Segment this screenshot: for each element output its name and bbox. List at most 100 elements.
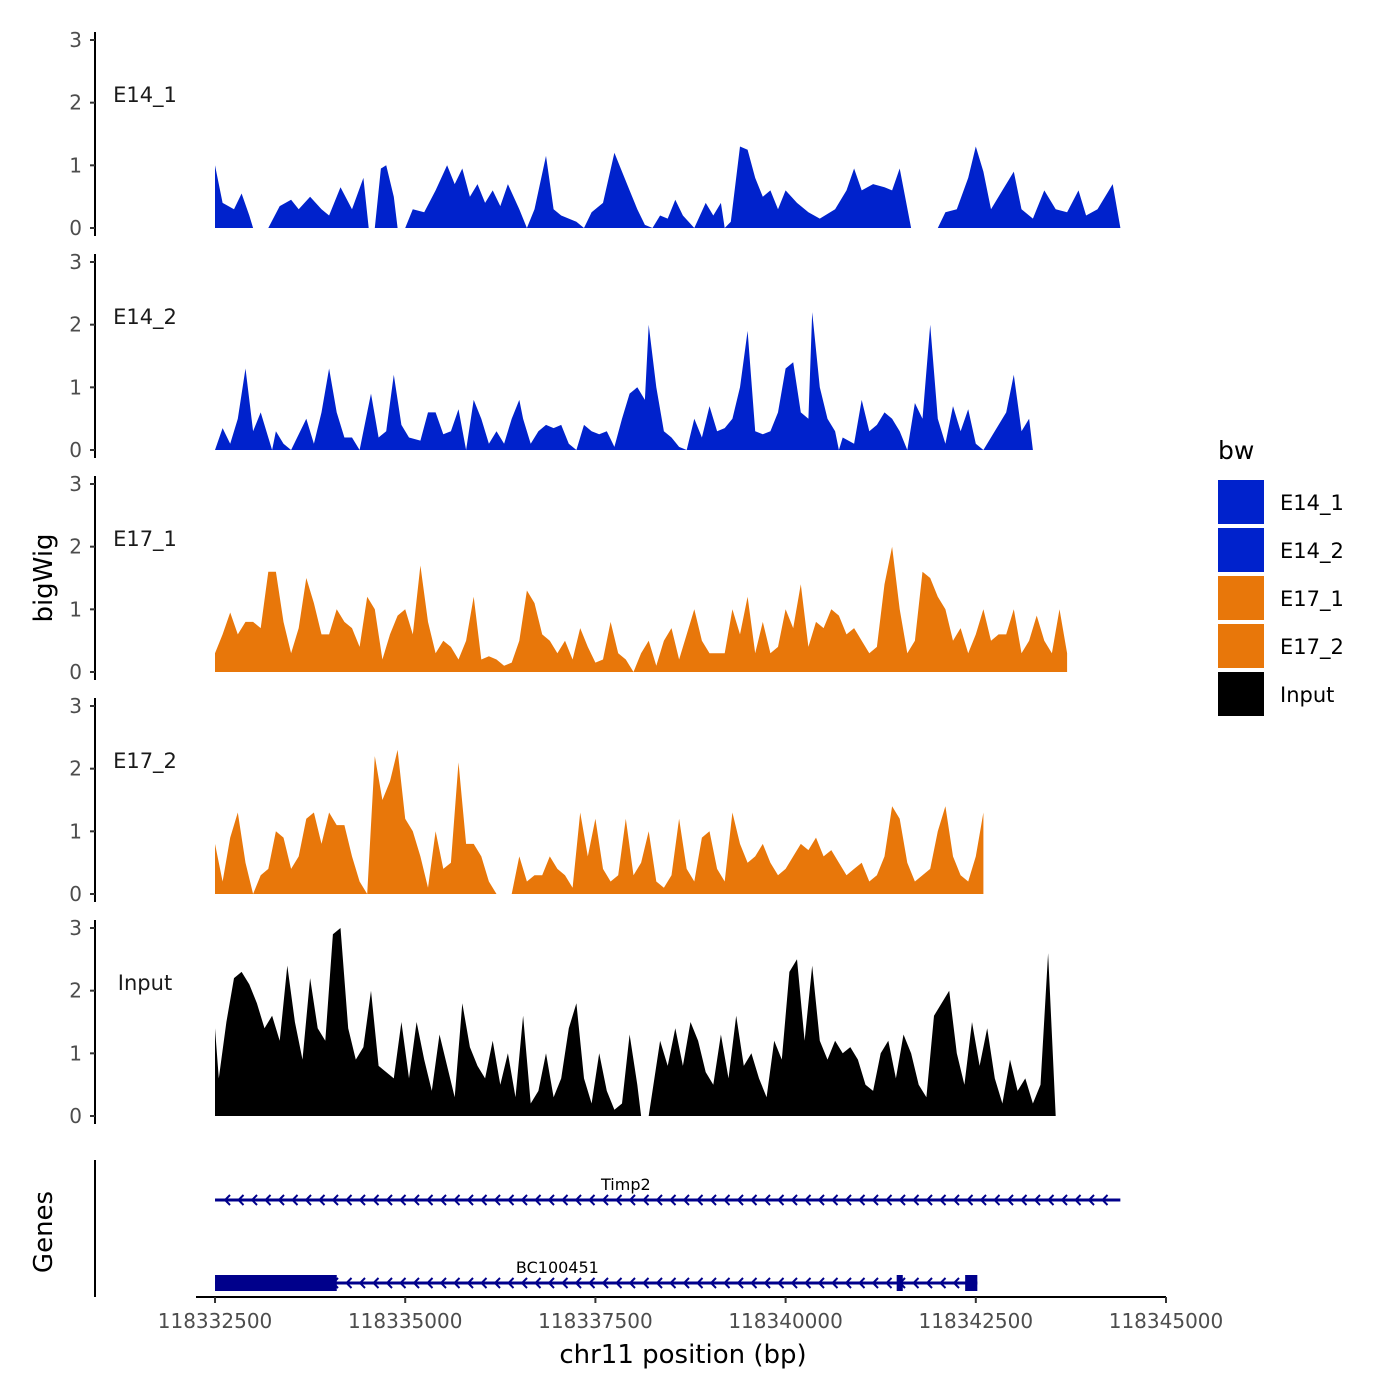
exon-block: [965, 1275, 978, 1291]
gene-Timp2: Timp2: [215, 1175, 1121, 1206]
strand-arrow: [696, 1277, 704, 1289]
strand-arrow: [939, 1277, 947, 1289]
strand-arrow: [601, 1277, 609, 1289]
strand-arrow: [642, 1277, 650, 1289]
strand-arrow: [1033, 1194, 1041, 1206]
x-tick-label: 118342500: [919, 1309, 1034, 1333]
track-E14_2: 0 1 2 3 E14_2: [69, 250, 1033, 462]
y-tick-label: 0: [69, 216, 82, 240]
y-tick-label: 0: [69, 882, 82, 906]
strand-arrow: [925, 1194, 933, 1206]
strand-arrow: [912, 1277, 920, 1289]
gene-label: BC100451: [516, 1258, 599, 1277]
exon-block: [215, 1275, 337, 1291]
y-tick-label: 2: [69, 979, 82, 1003]
legend-title: bw: [1218, 436, 1254, 465]
strand-arrow: [574, 1277, 582, 1289]
strand-arrow: [979, 1194, 987, 1206]
strand-arrow: [223, 1194, 231, 1206]
y-tick-label: 0: [69, 438, 82, 462]
strand-arrow: [831, 1194, 839, 1206]
strand-arrow: [723, 1194, 731, 1206]
strand-arrow: [304, 1194, 312, 1206]
y-tick-label: 3: [69, 472, 82, 496]
coverage-area-E14_1: [215, 146, 1121, 228]
strand-arrow: [358, 1194, 366, 1206]
strand-arrow: [453, 1277, 461, 1289]
strand-arrow: [466, 1194, 474, 1206]
strand-arrow: [264, 1194, 272, 1206]
strand-arrow: [534, 1194, 542, 1206]
strand-arrow: [615, 1194, 623, 1206]
strand-arrow: [1087, 1194, 1095, 1206]
strand-arrow: [912, 1194, 920, 1206]
track-E17_2: 0 1 2 3 E17_2: [69, 694, 984, 906]
legend-swatch: [1218, 576, 1264, 620]
track-label: E17_1: [113, 527, 177, 552]
genes-panel-title: Genes: [29, 1191, 59, 1273]
strand-arrow: [372, 1277, 380, 1289]
strand-arrow: [858, 1277, 866, 1289]
legend-item-E17_1: E17_1: [1218, 576, 1344, 620]
coverage-area-E17_1: [215, 546, 1068, 672]
strand-arrow: [763, 1277, 771, 1289]
strand-arrow: [709, 1277, 717, 1289]
strand-arrow: [601, 1194, 609, 1206]
y-tick-label: 3: [69, 250, 82, 274]
strand-arrow: [480, 1194, 488, 1206]
strand-arrow: [480, 1277, 488, 1289]
strand-arrow: [1060, 1194, 1068, 1206]
strand-arrow: [925, 1277, 933, 1289]
gene-panel: Timp2 BC100451: [94, 1160, 1121, 1297]
strand-arrow: [1006, 1194, 1014, 1206]
tracks: 0 1 2 3 E14_1 0 1 2 3 E14_2 0 1 2 3 E17_1 0 1 2 3 E17_2 0 1 2 3…: [69, 28, 1121, 1128]
legend-swatch: [1218, 528, 1264, 572]
strand-arrow: [628, 1277, 636, 1289]
strand-arrow: [790, 1277, 798, 1289]
strand-arrow: [547, 1277, 555, 1289]
x-tick-label: 118335000: [348, 1309, 463, 1333]
strand-arrow: [291, 1194, 299, 1206]
track-label: E17_2: [113, 749, 177, 774]
y-tick-label: 1: [69, 597, 82, 621]
strand-arrow: [412, 1277, 420, 1289]
strand-arrow: [345, 1277, 353, 1289]
strand-arrow: [790, 1194, 798, 1206]
strand-arrow: [574, 1194, 582, 1206]
strand-arrow: [763, 1194, 771, 1206]
strand-arrow: [493, 1277, 501, 1289]
strand-arrow: [628, 1194, 636, 1206]
strand-arrow: [844, 1194, 852, 1206]
strand-arrow: [399, 1194, 407, 1206]
strand-arrow: [993, 1194, 1001, 1206]
y-tick-label: 1: [69, 375, 82, 399]
legend-label: Input: [1280, 683, 1334, 707]
gene-label: Timp2: [600, 1175, 651, 1194]
legend-label: E17_1: [1280, 587, 1344, 612]
strand-arrow: [507, 1277, 515, 1289]
strand-arrow: [804, 1277, 812, 1289]
strand-arrow: [817, 1194, 825, 1206]
strand-arrow: [952, 1194, 960, 1206]
strand-arrow: [736, 1277, 744, 1289]
strand-arrow: [831, 1277, 839, 1289]
legend-swatch: [1218, 480, 1264, 524]
legend-item-E14_1: E14_1: [1218, 480, 1344, 524]
strand-arrow: [250, 1194, 258, 1206]
track-label: E14_2: [113, 305, 177, 330]
strand-arrow: [237, 1194, 245, 1206]
strand-arrow: [885, 1194, 893, 1206]
strand-arrow: [520, 1194, 528, 1206]
y-tick-label: 2: [69, 757, 82, 781]
strand-arrow: [750, 1194, 758, 1206]
strand-arrow: [561, 1277, 569, 1289]
y-tick-label: 3: [69, 28, 82, 52]
strand-arrow: [507, 1194, 515, 1206]
strand-arrow: [588, 1194, 596, 1206]
strand-arrow: [520, 1277, 528, 1289]
track-E14_1: 0 1 2 3 E14_1: [69, 28, 1121, 240]
y-tick-label: 2: [69, 313, 82, 337]
y-tick-label: 2: [69, 535, 82, 559]
strand-arrow: [588, 1277, 596, 1289]
strand-arrow: [547, 1194, 555, 1206]
